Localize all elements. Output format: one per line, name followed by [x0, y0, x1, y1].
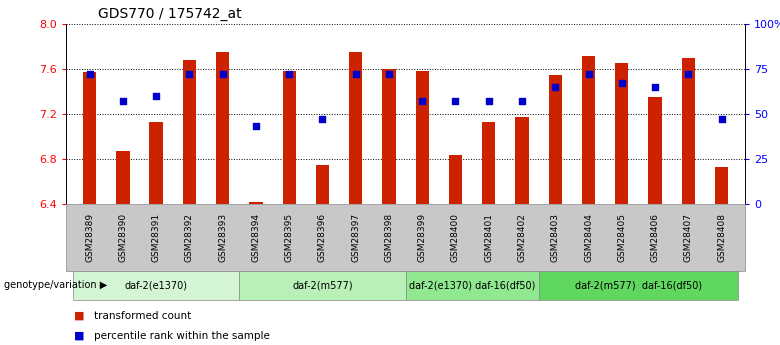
Text: GSM28389: GSM28389 — [85, 213, 94, 262]
Point — [649, 84, 661, 90]
Point — [416, 99, 428, 104]
Bar — [250, 203, 263, 204]
Text: GSM28401: GSM28401 — [484, 213, 493, 262]
Bar — [349, 52, 363, 204]
Bar — [83, 72, 96, 204]
Text: daf-2(m577): daf-2(m577) — [292, 280, 353, 290]
Text: ■: ■ — [74, 331, 84, 341]
Point — [715, 117, 728, 122]
Bar — [715, 167, 729, 204]
Point — [583, 72, 595, 77]
Text: GSM28402: GSM28402 — [517, 213, 526, 262]
Point — [682, 72, 695, 77]
Text: GSM28399: GSM28399 — [418, 213, 427, 262]
Point — [383, 72, 395, 77]
Text: genotype/variation ▶: genotype/variation ▶ — [4, 280, 107, 290]
Bar — [615, 63, 629, 204]
Text: GSM28392: GSM28392 — [185, 213, 194, 262]
Text: percentile rank within the sample: percentile rank within the sample — [94, 331, 269, 341]
Point — [117, 99, 129, 104]
Text: GSM28390: GSM28390 — [119, 213, 127, 262]
Text: GSM28406: GSM28406 — [651, 213, 660, 262]
Bar — [382, 69, 395, 204]
Text: GSM28391: GSM28391 — [151, 213, 161, 262]
Text: GSM28404: GSM28404 — [584, 213, 593, 262]
Text: GSM28408: GSM28408 — [717, 213, 726, 262]
Point — [83, 72, 96, 77]
Bar — [548, 75, 562, 204]
Text: GSM28400: GSM28400 — [451, 213, 460, 262]
Text: GSM28407: GSM28407 — [684, 213, 693, 262]
Text: daf-2(e1370): daf-2(e1370) — [125, 280, 188, 290]
Bar — [316, 165, 329, 204]
Text: GSM28395: GSM28395 — [285, 213, 294, 262]
Text: GSM28405: GSM28405 — [617, 213, 626, 262]
Point — [316, 117, 328, 122]
Point — [150, 93, 162, 99]
Text: GDS770 / 175742_at: GDS770 / 175742_at — [98, 7, 241, 21]
Point — [549, 84, 562, 90]
Text: GSM28397: GSM28397 — [351, 213, 360, 262]
Bar — [648, 97, 661, 204]
Bar — [416, 71, 429, 204]
Text: GSM28396: GSM28396 — [318, 213, 327, 262]
Bar — [150, 122, 163, 204]
Text: GSM28398: GSM28398 — [385, 213, 393, 262]
Bar — [516, 117, 529, 204]
Text: daf-2(m577)  daf-16(df50): daf-2(m577) daf-16(df50) — [575, 280, 702, 290]
Bar — [282, 71, 296, 204]
Bar — [183, 60, 196, 204]
Point — [483, 99, 495, 104]
Text: GSM28403: GSM28403 — [551, 213, 560, 262]
Bar — [582, 56, 595, 204]
Text: daf-2(e1370) daf-16(df50): daf-2(e1370) daf-16(df50) — [409, 280, 535, 290]
Point — [183, 72, 196, 77]
Text: transformed count: transformed count — [94, 311, 191, 321]
Point — [349, 72, 362, 77]
Point — [250, 124, 262, 129]
Text: GSM28394: GSM28394 — [251, 213, 261, 262]
Point — [449, 99, 462, 104]
Bar — [448, 155, 462, 204]
Text: ■: ■ — [74, 311, 84, 321]
Point — [216, 72, 229, 77]
Point — [615, 81, 628, 86]
Text: GSM28393: GSM28393 — [218, 213, 227, 262]
Bar — [682, 58, 695, 204]
Bar — [216, 52, 229, 204]
Bar — [482, 122, 495, 204]
Point — [516, 99, 528, 104]
Bar — [116, 151, 129, 204]
Point — [283, 72, 296, 77]
